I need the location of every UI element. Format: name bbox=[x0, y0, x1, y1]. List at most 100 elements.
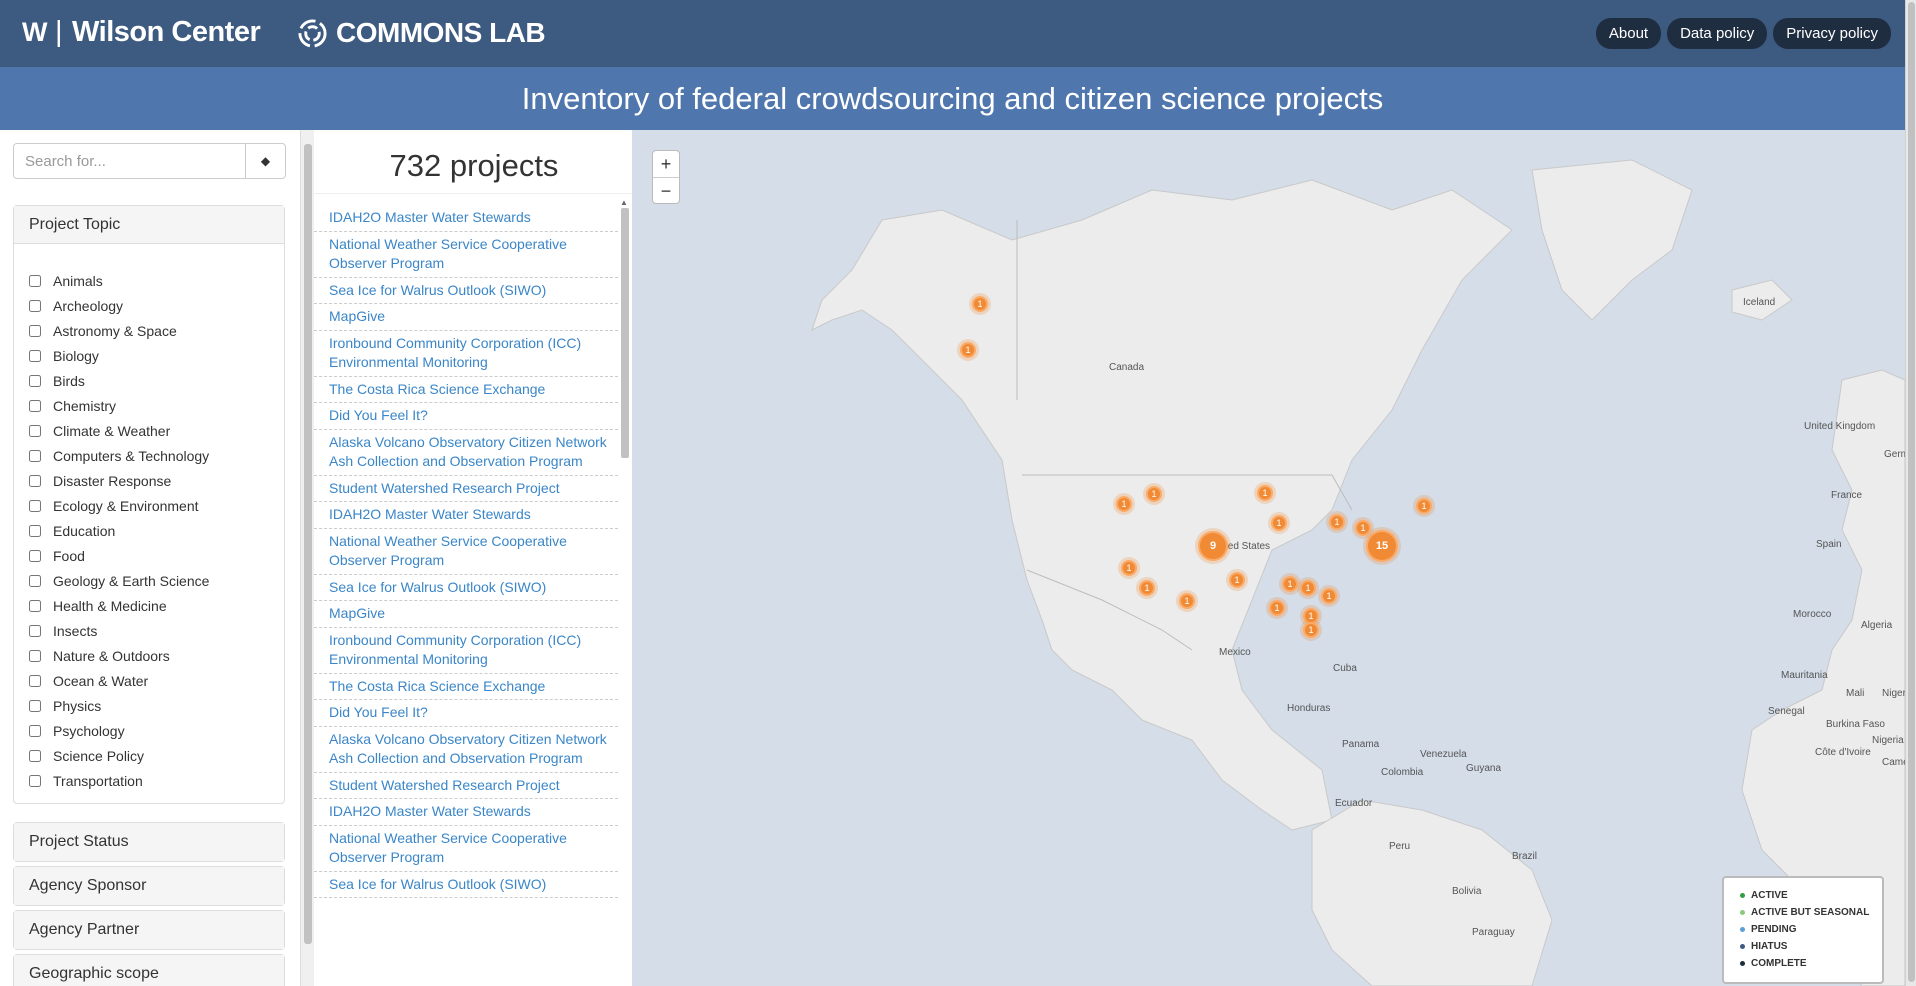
project-link[interactable]: Did You Feel It? bbox=[314, 403, 618, 430]
topic-climate[interactable]: Climate & Weather bbox=[29, 418, 284, 443]
topic-checkbox[interactable] bbox=[29, 674, 41, 687]
topic-psychology[interactable]: Psychology bbox=[29, 718, 284, 743]
map-cluster-marker[interactable]: 1 bbox=[1229, 572, 1245, 588]
topic-education[interactable]: Education bbox=[29, 518, 284, 543]
search-input[interactable] bbox=[13, 143, 246, 179]
map-cluster-marker[interactable]: 1 bbox=[1321, 588, 1337, 604]
filters-scrollbar[interactable] bbox=[300, 130, 314, 986]
map-cluster-marker[interactable]: 1 bbox=[1300, 580, 1316, 596]
topic-astronomy[interactable]: Astronomy & Space bbox=[29, 318, 284, 343]
topic-archeology[interactable]: Archeology bbox=[29, 293, 284, 318]
topic-checkbox[interactable] bbox=[29, 274, 41, 287]
topic-science-policy[interactable]: Science Policy bbox=[29, 743, 284, 768]
topic-checkbox[interactable] bbox=[29, 424, 41, 437]
topic-animals[interactable]: Animals bbox=[29, 268, 284, 293]
topic-checkbox[interactable] bbox=[29, 649, 41, 662]
geographic-scope-panel[interactable]: Geographic scope bbox=[13, 954, 285, 986]
topic-checkbox[interactable] bbox=[29, 399, 41, 412]
project-link[interactable]: Did You Feel It? bbox=[314, 700, 618, 727]
topic-checkbox[interactable] bbox=[29, 549, 41, 562]
topic-checkbox[interactable] bbox=[29, 599, 41, 612]
data-policy-button[interactable]: Data policy bbox=[1667, 18, 1768, 49]
project-link[interactable]: The Costa Rica Science Exchange bbox=[314, 377, 618, 403]
about-button[interactable]: About bbox=[1595, 18, 1662, 49]
project-link[interactable]: Alaska Volcano Observatory Citizen Netwo… bbox=[314, 430, 618, 476]
map-cluster-marker[interactable]: 1 bbox=[972, 296, 988, 312]
topic-checkbox[interactable] bbox=[29, 474, 41, 487]
topic-ocean[interactable]: Ocean & Water bbox=[29, 668, 284, 693]
project-link[interactable]: MapGive bbox=[314, 601, 618, 628]
topic-disaster[interactable]: Disaster Response bbox=[29, 468, 284, 493]
map-cluster-marker[interactable]: 1 bbox=[1121, 560, 1137, 576]
project-link[interactable]: National Weather Service Cooperative Obs… bbox=[314, 232, 618, 278]
map-cluster-marker[interactable]: 1 bbox=[1416, 498, 1432, 514]
project-link[interactable]: MapGive bbox=[314, 304, 618, 331]
project-link[interactable]: Sea Ice for Walrus Outlook (SIWO) bbox=[314, 872, 618, 898]
topic-checkbox[interactable] bbox=[29, 699, 41, 712]
map-cluster-marker[interactable]: 1 bbox=[1146, 486, 1162, 502]
map-cluster-marker[interactable]: 9 bbox=[1198, 531, 1228, 561]
scrollbar-thumb[interactable] bbox=[1908, 2, 1915, 982]
wilson-center-logo[interactable]: W | Wilson Center bbox=[22, 16, 261, 49]
project-link[interactable]: IDAH2O Master Water Stewards bbox=[314, 799, 618, 826]
map-cluster-marker[interactable]: 1 bbox=[1303, 622, 1319, 638]
map-cluster-marker[interactable]: 1 bbox=[960, 342, 976, 358]
project-link[interactable]: Sea Ice for Walrus Outlook (SIWO) bbox=[314, 575, 618, 601]
topic-checkbox[interactable] bbox=[29, 574, 41, 587]
topic-checkbox[interactable] bbox=[29, 499, 41, 512]
page-scrollbar[interactable] bbox=[1905, 0, 1916, 986]
project-link[interactable]: Student Watershed Research Project bbox=[314, 476, 618, 502]
project-status-panel[interactable]: Project Status bbox=[13, 822, 285, 862]
project-topic-header[interactable]: Project Topic bbox=[14, 206, 284, 244]
map-cluster-marker[interactable]: 1 bbox=[1329, 514, 1345, 530]
topic-chemistry[interactable]: Chemistry bbox=[29, 393, 284, 418]
map-cluster-marker[interactable]: 15 bbox=[1366, 530, 1398, 562]
topic-health[interactable]: Health & Medicine bbox=[29, 593, 284, 618]
agency-sponsor-panel[interactable]: Agency Sponsor bbox=[13, 866, 285, 906]
project-list-scrollbar[interactable]: ▲ bbox=[618, 198, 630, 986]
agency-partner-header[interactable]: Agency Partner bbox=[14, 911, 284, 949]
project-link[interactable]: Alaska Volcano Observatory Citizen Netwo… bbox=[314, 727, 618, 773]
map-cluster-marker[interactable]: 1 bbox=[1179, 593, 1195, 609]
privacy-policy-button[interactable]: Privacy policy bbox=[1773, 18, 1891, 49]
project-link[interactable]: The Costa Rica Science Exchange bbox=[314, 674, 618, 700]
topic-physics[interactable]: Physics bbox=[29, 693, 284, 718]
topic-checkbox[interactable] bbox=[29, 749, 41, 762]
project-link[interactable]: Student Watershed Research Project bbox=[314, 773, 618, 799]
project-link[interactable]: National Weather Service Cooperative Obs… bbox=[314, 529, 618, 575]
zoom-in-button[interactable]: + bbox=[660, 154, 672, 174]
map-cluster-marker[interactable]: 1 bbox=[1282, 576, 1298, 592]
project-link[interactable]: Sea Ice for Walrus Outlook (SIWO) bbox=[314, 278, 618, 304]
scrollbar-thumb[interactable] bbox=[304, 144, 312, 944]
geographic-scope-header[interactable]: Geographic scope bbox=[14, 955, 284, 986]
topic-insects[interactable]: Insects bbox=[29, 618, 284, 643]
search-button[interactable]: ◆ bbox=[246, 143, 286, 179]
topic-transportation[interactable]: Transportation bbox=[29, 768, 284, 793]
agency-sponsor-header[interactable]: Agency Sponsor bbox=[14, 867, 284, 905]
commons-lab-logo[interactable]: COMMONS LAB bbox=[297, 17, 546, 49]
map-cluster-marker[interactable]: 1 bbox=[1116, 496, 1132, 512]
scroll-up-arrow-icon[interactable]: ▲ bbox=[620, 198, 628, 207]
project-link[interactable]: National Weather Service Cooperative Obs… bbox=[314, 826, 618, 872]
map-cluster-marker[interactable]: 1 bbox=[1271, 515, 1287, 531]
topic-nature[interactable]: Nature & Outdoors bbox=[29, 643, 284, 668]
topic-checkbox[interactable] bbox=[29, 374, 41, 387]
project-link[interactable]: Ironbound Community Corporation (ICC) En… bbox=[314, 628, 618, 674]
project-link[interactable]: IDAH2O Master Water Stewards bbox=[314, 205, 618, 232]
project-map[interactable]: + − Canada United States Mexico Cuba Hon… bbox=[632, 130, 1905, 986]
topic-checkbox[interactable] bbox=[29, 774, 41, 787]
zoom-out-button[interactable]: − bbox=[653, 177, 679, 203]
map-cluster-marker[interactable]: 1 bbox=[1355, 520, 1371, 536]
map-cluster-marker[interactable]: 1 bbox=[1269, 600, 1285, 616]
topic-checkbox[interactable] bbox=[29, 449, 41, 462]
topic-biology[interactable]: Biology bbox=[29, 343, 284, 368]
project-link[interactable]: IDAH2O Master Water Stewards bbox=[314, 502, 618, 529]
topic-checkbox[interactable] bbox=[29, 349, 41, 362]
topic-birds[interactable]: Birds bbox=[29, 368, 284, 393]
topic-checkbox[interactable] bbox=[29, 624, 41, 637]
topic-computers[interactable]: Computers & Technology bbox=[29, 443, 284, 468]
map-cluster-marker[interactable]: 1 bbox=[1257, 485, 1273, 501]
project-status-header[interactable]: Project Status bbox=[14, 823, 284, 861]
topic-geology[interactable]: Geology & Earth Science bbox=[29, 568, 284, 593]
topic-checkbox[interactable] bbox=[29, 724, 41, 737]
